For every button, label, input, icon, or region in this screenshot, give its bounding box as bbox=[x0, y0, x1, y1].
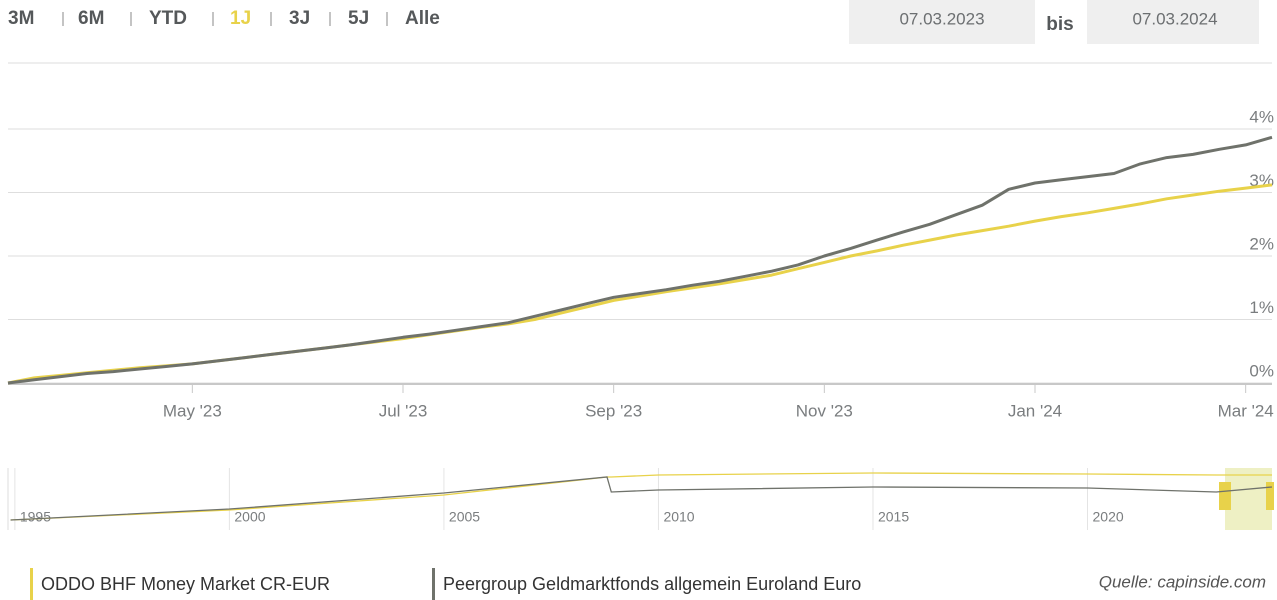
x-tick-label: Jan '24 bbox=[1008, 401, 1062, 420]
from-date-box[interactable] bbox=[849, 0, 1035, 44]
range-button[interactable]: Alle bbox=[405, 8, 440, 29]
navigator-tick-label: 2005 bbox=[449, 509, 480, 525]
navigator-selection[interactable] bbox=[1225, 468, 1272, 530]
to-date-box[interactable] bbox=[1087, 0, 1259, 44]
y-tick-label: 1% bbox=[1249, 298, 1274, 317]
source: Quelle: capinside.com bbox=[1099, 572, 1266, 591]
from-date[interactable]: 07.03.2023 bbox=[899, 9, 984, 28]
navigator-handle[interactable] bbox=[1266, 482, 1274, 510]
navigator-tick-label: 2020 bbox=[1093, 509, 1124, 525]
range-button[interactable]: 3J bbox=[289, 8, 310, 29]
to-date[interactable]: 07.03.2024 bbox=[1132, 9, 1217, 28]
x-tick-label: Jul '23 bbox=[379, 401, 428, 420]
navigator-handle[interactable] bbox=[1219, 482, 1231, 510]
legend-swatch bbox=[30, 568, 33, 600]
navigator-tick-label: 1995 bbox=[20, 509, 51, 525]
legend-label: ODDO BHF Money Market CR-EUR bbox=[41, 574, 330, 594]
y-tick-label: 0% bbox=[1249, 361, 1274, 380]
range-button[interactable]: 5J bbox=[348, 8, 369, 29]
x-tick-label: Nov '23 bbox=[796, 401, 853, 420]
y-tick-label: 4% bbox=[1249, 107, 1274, 126]
range-button[interactable]: 3M bbox=[8, 8, 34, 29]
range-button[interactable]: 1J bbox=[230, 8, 251, 29]
y-tick-label: 2% bbox=[1249, 234, 1274, 253]
series-line bbox=[7, 183, 1273, 385]
date-separator: bis bbox=[1046, 14, 1073, 35]
range-button[interactable]: YTD bbox=[149, 8, 187, 29]
navigator-line bbox=[10, 472, 1272, 521]
range-button[interactable]: 6M bbox=[78, 8, 104, 29]
series-line bbox=[7, 135, 1273, 385]
navigator-tick-label: 2000 bbox=[234, 509, 265, 525]
navigator-tick-label: 2015 bbox=[878, 509, 909, 525]
navigator-tick-label: 2010 bbox=[663, 509, 694, 525]
legend-label: Peergroup Geldmarktfonds allgemein Eurol… bbox=[443, 574, 861, 594]
x-tick-label: Mar '24 bbox=[1218, 401, 1274, 420]
x-tick-label: Sep '23 bbox=[585, 401, 642, 420]
x-tick-label: May '23 bbox=[163, 401, 222, 420]
legend-swatch bbox=[432, 568, 435, 600]
navigator-line bbox=[10, 476, 1273, 521]
